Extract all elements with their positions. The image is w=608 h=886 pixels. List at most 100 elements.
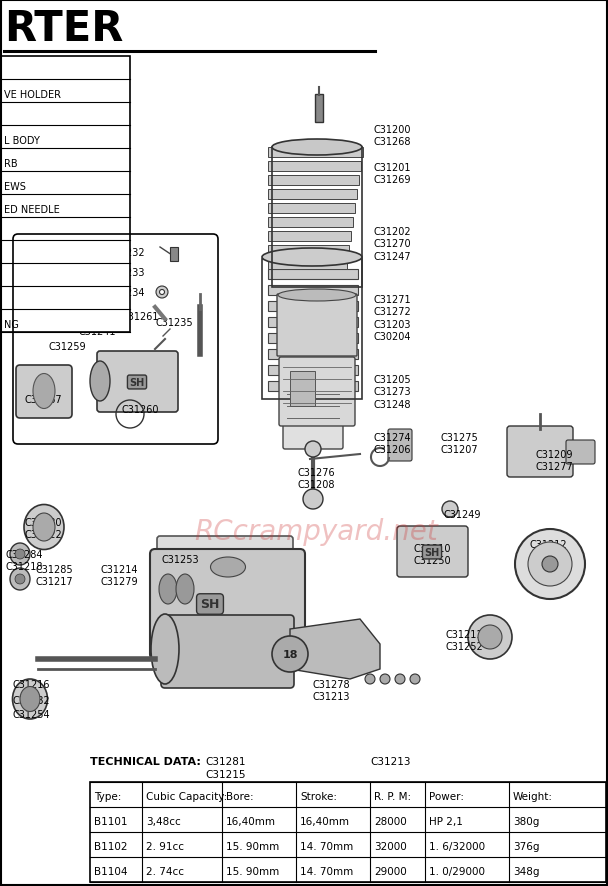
Text: 16,40mm: 16,40mm <box>300 816 350 826</box>
Bar <box>268 148 363 158</box>
Text: C31202
C31270
C31247: C31202 C31270 C31247 <box>373 227 410 261</box>
Circle shape <box>156 287 168 299</box>
Ellipse shape <box>210 557 246 578</box>
Text: HP 2,1: HP 2,1 <box>429 816 463 826</box>
Text: B1104: B1104 <box>94 866 128 875</box>
Bar <box>262 260 362 400</box>
Text: C31276
C31208: C31276 C31208 <box>297 468 334 490</box>
Text: L BODY: L BODY <box>4 136 40 146</box>
Text: C31271
C31272
C31203
C30204: C31271 C31272 C31203 C30204 <box>373 295 411 342</box>
Text: C31249: C31249 <box>443 509 480 519</box>
Text: C31214
C31279: C31214 C31279 <box>100 564 137 587</box>
Bar <box>170 248 178 261</box>
Text: C31209
C31277: C31209 C31277 <box>535 449 573 472</box>
Bar <box>268 218 353 228</box>
Circle shape <box>442 501 458 517</box>
Text: EWS: EWS <box>4 182 26 191</box>
Text: 376g: 376g <box>513 841 539 851</box>
Text: RTER: RTER <box>4 8 123 50</box>
Text: SH: SH <box>200 598 219 610</box>
Circle shape <box>515 530 585 599</box>
Bar <box>268 382 358 392</box>
Text: 1. 0/29000: 1. 0/29000 <box>429 866 485 875</box>
FancyBboxPatch shape <box>397 526 468 578</box>
Text: 32000: 32000 <box>374 841 407 851</box>
Bar <box>315 95 323 123</box>
Ellipse shape <box>13 680 47 719</box>
Bar <box>268 162 361 172</box>
Circle shape <box>365 674 375 684</box>
FancyBboxPatch shape <box>150 549 305 659</box>
Bar <box>268 366 358 376</box>
Text: C31234: C31234 <box>107 288 145 298</box>
Bar <box>268 260 347 269</box>
Ellipse shape <box>10 568 30 590</box>
FancyBboxPatch shape <box>277 295 357 356</box>
Text: Power:: Power: <box>429 791 464 801</box>
Circle shape <box>478 626 502 649</box>
Text: TECHNICAL DATA:: TECHNICAL DATA: <box>90 756 201 766</box>
Text: C31274
C31206: C31274 C31206 <box>373 432 410 455</box>
Text: 15. 90mm: 15. 90mm <box>226 841 279 851</box>
Text: C31216: C31216 <box>12 680 49 689</box>
Text: Cubic Capacity:: Cubic Capacity: <box>146 791 227 801</box>
Text: SH: SH <box>130 377 145 387</box>
Text: C31254: C31254 <box>12 709 50 719</box>
FancyBboxPatch shape <box>16 366 72 418</box>
Text: 348g: 348g <box>513 866 539 875</box>
Text: 16,40mm: 16,40mm <box>226 816 276 826</box>
Polygon shape <box>290 619 380 680</box>
Bar <box>268 285 358 296</box>
FancyBboxPatch shape <box>279 358 355 426</box>
Ellipse shape <box>24 505 64 550</box>
Text: 2. 74cc: 2. 74cc <box>146 866 184 875</box>
Text: C31212
C31251: C31212 C31251 <box>530 540 568 562</box>
Text: B1102: B1102 <box>94 841 128 851</box>
Text: C31267: C31267 <box>24 394 61 405</box>
Text: C31260: C31260 <box>121 405 159 415</box>
Ellipse shape <box>159 574 177 604</box>
Ellipse shape <box>90 361 110 401</box>
Bar <box>268 190 357 199</box>
Text: Stroke:: Stroke: <box>300 791 337 801</box>
Text: Bore:: Bore: <box>226 791 254 801</box>
Text: C31282: C31282 <box>12 696 50 705</box>
Circle shape <box>528 542 572 587</box>
Circle shape <box>380 674 390 684</box>
Text: ED NEEDLE: ED NEEDLE <box>4 205 60 214</box>
Bar <box>268 318 358 328</box>
Text: 3,48cc: 3,48cc <box>146 816 181 826</box>
Circle shape <box>542 556 558 572</box>
Text: C31280
C31222: C31280 C31222 <box>24 517 62 540</box>
Text: 2. 91cc: 2. 91cc <box>146 841 184 851</box>
Text: 14. 70mm: 14. 70mm <box>300 866 353 875</box>
Text: C31232: C31232 <box>107 248 145 258</box>
Text: C31285
C31217: C31285 C31217 <box>35 564 72 587</box>
Text: VE HOLDER: VE HOLDER <box>4 89 61 100</box>
Ellipse shape <box>10 543 30 565</box>
Ellipse shape <box>278 290 356 301</box>
Bar <box>290 371 315 407</box>
Bar <box>268 269 358 280</box>
Text: C31235: C31235 <box>155 318 193 328</box>
Circle shape <box>410 674 420 684</box>
FancyBboxPatch shape <box>388 430 412 462</box>
Text: RB: RB <box>4 159 18 168</box>
Ellipse shape <box>20 687 40 711</box>
Circle shape <box>15 549 25 559</box>
Ellipse shape <box>151 614 179 684</box>
Ellipse shape <box>262 249 362 267</box>
Bar <box>1 57 130 332</box>
Text: C31278
C31213: C31278 C31213 <box>312 680 350 702</box>
Bar <box>268 175 359 186</box>
Text: C31210
C31250: C31210 C31250 <box>413 543 451 566</box>
Text: 28000: 28000 <box>374 816 407 826</box>
Circle shape <box>395 674 405 684</box>
Text: 1. 6/32000: 1. 6/32000 <box>429 841 485 851</box>
FancyBboxPatch shape <box>157 536 293 642</box>
FancyBboxPatch shape <box>507 426 573 478</box>
Text: C31200
C31268: C31200 C31268 <box>373 125 410 147</box>
Text: C31281
C31215: C31281 C31215 <box>205 756 246 780</box>
Ellipse shape <box>33 374 55 409</box>
Circle shape <box>303 489 323 509</box>
